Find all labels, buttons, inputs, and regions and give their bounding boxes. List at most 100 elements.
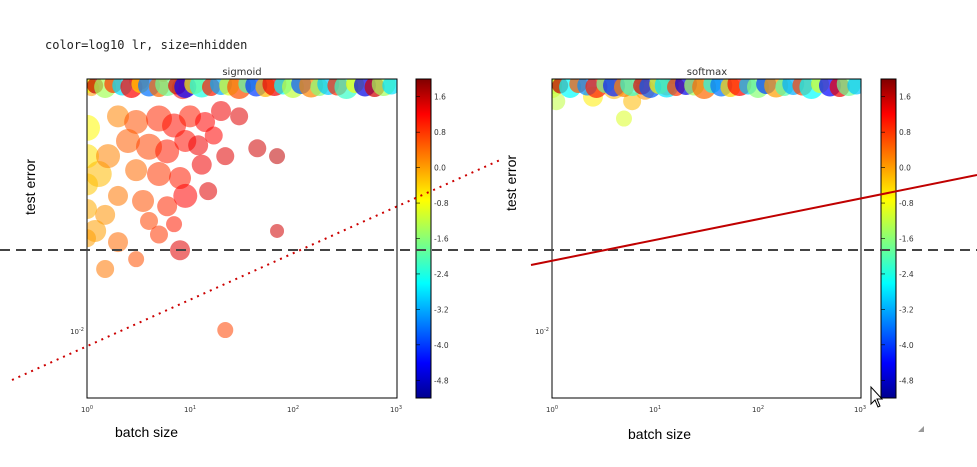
scatter-point-softmax-39 [698, 0, 722, 7]
scatter-point-sigmoid-78 [191, 154, 212, 175]
scatter-point-sigmoid-38 [201, 0, 227, 22]
annotation-batch-size-right: batch size [628, 426, 691, 442]
scatter-point-sigmoid-87 [95, 204, 116, 225]
scatter-point-sigmoid-98 [87, 114, 100, 141]
scatter-point-sigmoid-52 [275, 0, 291, 6]
scatter-point-softmax-27 [633, 8, 657, 32]
scatter-points-sigmoid [78, 0, 397, 339]
scatter-point-sigmoid-101 [87, 199, 97, 220]
ytick-softmax-0: 10-2 [535, 327, 549, 336]
scatter-point-softmax-58 [829, 0, 847, 14]
colorbar-tick-label-softmax-4: -1.6 [899, 235, 914, 244]
scatter-point-sigmoid-71 [155, 139, 180, 164]
xtick-softmax-1: 101 [649, 405, 661, 414]
x-axis-sigmoid: 100 101 102 103 [81, 405, 402, 414]
scatter-point-sigmoid-32 [180, 0, 200, 5]
scatter-point-softmax-56 [813, 11, 831, 29]
panel-title-sigmoid: sigmoid [222, 67, 261, 78]
scatter-point-softmax-33 [666, 33, 686, 53]
scatter-point-sigmoid-74 [204, 126, 223, 145]
scatter-point-sigmoid-86 [199, 182, 218, 201]
scatter-point-sigmoid-48 [250, 38, 270, 58]
dotted-trend-line [11, 159, 501, 381]
scatter-point-softmax-64 [552, 92, 566, 111]
colorbar-tick-label-sigmoid-1: 0.8 [434, 128, 446, 137]
colorbar-tick-label-softmax-1: 0.8 [899, 128, 911, 137]
scatter-point-softmax-32 [659, 13, 681, 35]
scatter-point-softmax-31 [651, 0, 675, 17]
scatter-point-sigmoid-27 [161, 0, 187, 22]
colorbar-tick-label-sigmoid-2: 0.0 [434, 164, 446, 173]
colorbar-tick-label-softmax-3: -0.8 [899, 199, 914, 208]
scatter-point-softmax-37 [688, 19, 708, 39]
colorbar-ticks-softmax: 1.6 0.8 0.0 -0.8 -1.6 -2.4 -3.2 -4.0 -4.8 [881, 93, 914, 385]
scatter-point-softmax-44 [729, 10, 749, 30]
scatter-point-sigmoid-46 [240, 0, 260, 15]
scatter-point-sigmoid-61 [107, 105, 130, 128]
colorbar-tick-label-sigmoid-5: -2.4 [434, 270, 449, 279]
scatter-point-sigmoid-95 [96, 260, 115, 279]
scatter-point-sigmoid-62 [124, 109, 149, 134]
scatter-point-sigmoid-83 [132, 189, 155, 212]
scatter-point-softmax-50 [768, 0, 792, 21]
scatter-point-sigmoid-68 [230, 107, 249, 126]
scatter-point-sigmoid-94 [128, 251, 145, 268]
scatter-point-sigmoid-29 [171, 57, 189, 75]
scatter-point-softmax-36 [680, 0, 704, 21]
scatter-point-softmax-23 [613, 22, 635, 44]
colorbar-tick-label-softmax-2: 0.0 [899, 164, 911, 173]
xtick-sigmoid-0: 100 [81, 405, 93, 414]
colorbar-tick-label-sigmoid-4: -1.6 [434, 235, 449, 244]
scatter-point-sigmoid-76 [146, 162, 171, 187]
xtick-softmax-2: 102 [752, 405, 764, 414]
scatter-point-sigmoid-35 [193, 57, 211, 75]
scatter-point-softmax-13 [569, 11, 587, 29]
scatter-point-softmax-18 [591, 19, 611, 39]
scatter-point-sigmoid-96 [217, 322, 234, 339]
scatter-point-sigmoid-75 [125, 159, 148, 182]
scatter-point-softmax-21 [602, 0, 626, 4]
solid-trend-line [530, 174, 977, 266]
colorbar-tick-label-softmax-6: -3.2 [899, 305, 914, 314]
colorbar-tick-label-softmax-0: 1.6 [899, 93, 911, 102]
colorbar-tick-label-sigmoid-3: -0.8 [434, 199, 449, 208]
colorbar-tick-label-sigmoid-8: -4.8 [434, 376, 449, 385]
annotation-test-error-right: test error [503, 155, 519, 211]
annotation-test-error-left: test error [22, 159, 38, 215]
scatter-point-sigmoid-102 [87, 229, 96, 248]
scatter-point-sigmoid-47 [242, 17, 266, 41]
scatter-point-softmax-40 [704, 5, 726, 27]
xtick-softmax-3: 103 [854, 405, 866, 414]
scatter-point-sigmoid-5 [78, 0, 96, 14]
scatter-point-softmax-45 [737, 29, 755, 47]
scatter-point-sigmoid-73 [188, 135, 209, 156]
scatter-points-softmax [540, 0, 861, 127]
scatter-point-softmax-43 [723, 0, 745, 12]
header-code-text: color=log10 lr, size=nhidden [45, 38, 247, 52]
resize-grip-icon[interactable] [918, 426, 924, 432]
scatter-point-sigmoid-104 [96, 144, 121, 169]
top-band-point-softmax-34 [847, 79, 861, 95]
scatter-point-softmax-5 [540, 0, 564, 13]
top-band-point-sigmoid-34 [382, 79, 397, 95]
x-axis-softmax: 100 101 102 103 [546, 405, 866, 414]
scatter-point-softmax-22 [609, 2, 629, 22]
scatter-point-sigmoid-82 [108, 185, 129, 206]
colorbar-ticks-sigmoid: 1.6 0.8 0.0 -0.8 -1.6 -2.4 -3.2 -4.0 -4.8 [416, 93, 449, 385]
scatter-point-softmax-12 [563, 0, 583, 8]
scatter-point-softmax-78 [623, 92, 642, 111]
scatter-point-sigmoid-41 [215, 0, 239, 7]
scatter-point-sigmoid-92 [149, 225, 168, 244]
panel-sigmoid: sigmoid 100 101 102 103 10-2 1.6 0.8 0.0 -0… [70, 0, 449, 414]
scatter-point-softmax-52 [782, 0, 804, 6]
scatter-point-softmax-41 [711, 23, 731, 43]
mouse-cursor-icon [870, 385, 884, 408]
xtick-sigmoid-2: 102 [287, 405, 299, 414]
axes-frame-sigmoid [86, 78, 398, 399]
scatter-point-sigmoid-22 [142, 17, 166, 41]
panel-title-softmax: softmax [687, 67, 727, 78]
scatter-point-sigmoid-91 [108, 232, 129, 253]
scatter-point-softmax-67 [614, 50, 634, 70]
scatter-point-sigmoid-53 [284, 13, 298, 27]
scatter-point-softmax-17 [584, 0, 606, 20]
